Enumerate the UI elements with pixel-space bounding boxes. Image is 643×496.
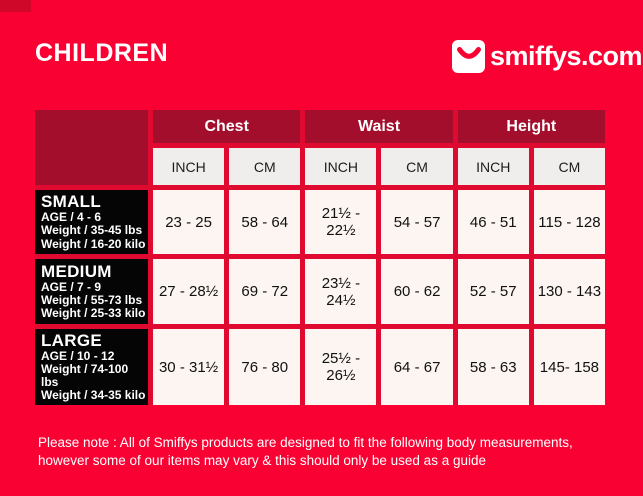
group-header-chest: Chest	[153, 110, 301, 143]
row-label-small: SMALL AGE / 4 - 6 Weight / 35-45 lbs Wei…	[35, 190, 148, 254]
value-large-height-cm: 145- 158	[533, 329, 605, 405]
value-small-chest-inch: 23 - 25	[153, 190, 225, 254]
footer-note-line1: Please note : All of Smiffys products ar…	[38, 435, 573, 450]
value-large-waist-inch: 25½ - 26½	[305, 329, 377, 405]
value-small-waist-inch: 21½ - 22½	[305, 190, 377, 254]
table-corner-cell	[35, 110, 148, 185]
smiffys-logo: smiffys.com	[452, 40, 643, 73]
size-detail: Weight / 35-45 lbs	[41, 223, 143, 238]
logo-text: smiffys.com	[490, 41, 643, 71]
unit-header-chest-cm: CM	[229, 148, 301, 185]
size-detail: Weight / 25-33 kilo	[41, 306, 146, 321]
footer-note-line2: however some of our items may vary & thi…	[38, 452, 486, 468]
group-header-waist: Waist	[305, 110, 453, 143]
unit-header-waist-inch: INCH	[305, 148, 377, 185]
size-name: MEDIUM	[41, 261, 112, 281]
page-title: CHILDREN	[35, 39, 169, 67]
size-name: LARGE	[41, 330, 102, 350]
size-detail: AGE / 7 - 9	[41, 279, 102, 294]
size-detail: AGE / 4 - 6	[41, 210, 102, 225]
value-medium-chest-inch: 27 - 28½	[153, 259, 225, 324]
value-large-chest-inch: 30 - 31½	[153, 329, 225, 405]
row-label-medium: MEDIUM AGE / 7 - 9 Weight / 55-73 lbs We…	[35, 259, 148, 324]
group-header-height: Height	[457, 110, 605, 143]
unit-header-chest-inch: INCH	[153, 148, 225, 185]
value-large-height-inch: 58 - 63	[457, 329, 529, 405]
value-small-height-cm: 115 - 128	[533, 190, 605, 254]
value-medium-height-inch: 52 - 57	[457, 259, 529, 324]
corner-patch	[0, 0, 31, 12]
size-detail: Weight / 55-73 lbs	[41, 292, 143, 307]
value-medium-waist-inch: 23½ - 24½	[305, 259, 377, 324]
unit-header-height-cm: CM	[533, 148, 605, 185]
row-label-large: LARGE AGE / 10 - 12 Weight / 74-100 lbs …	[35, 329, 148, 405]
unit-header-waist-cm: CM	[381, 148, 453, 185]
value-small-chest-cm: 58 - 64	[229, 190, 301, 254]
size-table: Chest Waist Height INCH CM INCH CM INCH …	[35, 110, 605, 405]
size-detail: Weight / 74-100 lbs	[41, 361, 129, 389]
unit-header-height-inch: INCH	[457, 148, 529, 185]
size-detail: Weight / 16-20 kilo	[41, 236, 146, 251]
value-small-height-inch: 46 - 51	[457, 190, 529, 254]
smiley-icon	[452, 40, 485, 73]
size-detail: AGE / 10 - 12	[41, 348, 115, 363]
value-medium-waist-cm: 60 - 62	[381, 259, 453, 324]
size-detail: Weight / 34-35 kilo	[41, 388, 146, 403]
footer-note: Please note : All of Smiffys products ar…	[38, 434, 573, 470]
value-large-chest-cm: 76 - 80	[229, 329, 301, 405]
value-large-waist-cm: 64 - 67	[381, 329, 453, 405]
value-small-waist-cm: 54 - 57	[381, 190, 453, 254]
size-name: SMALL	[41, 192, 102, 212]
value-medium-height-cm: 130 - 143	[533, 259, 605, 324]
value-medium-chest-cm: 69 - 72	[229, 259, 301, 324]
